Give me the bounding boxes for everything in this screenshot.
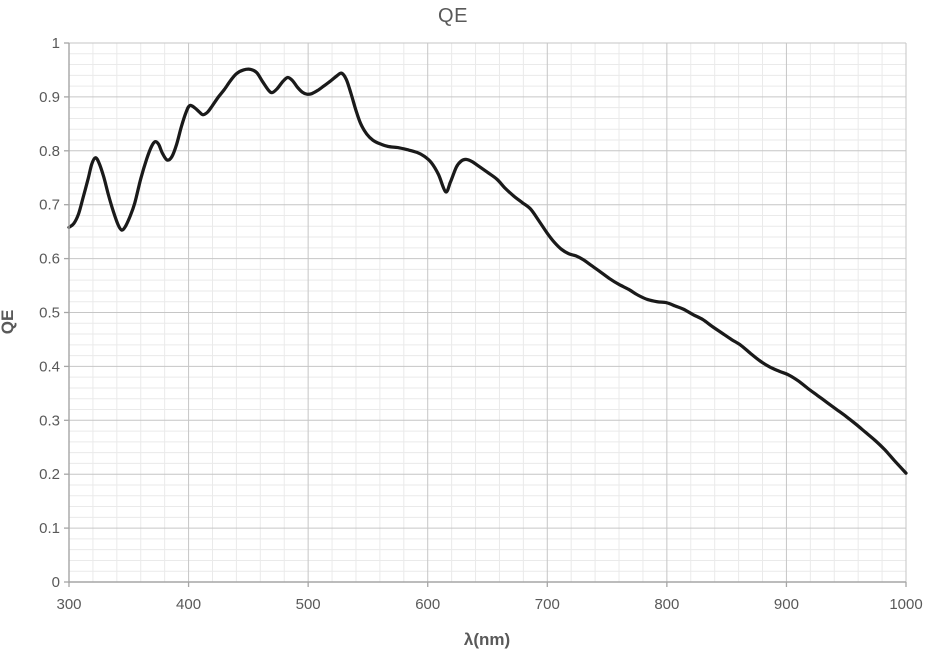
x-tick-label: 800 [654, 596, 679, 613]
x-tick-label: 300 [56, 596, 81, 613]
x-tick-label: 1000 [889, 596, 922, 613]
y-tick-label: 0.1 [39, 520, 60, 537]
y-tick-label: 1 [52, 35, 60, 52]
x-tick-label: 600 [415, 596, 440, 613]
x-tick-label: 900 [774, 596, 799, 613]
y-tick-label: 0.9 [39, 89, 60, 106]
y-tick-label: 0.3 [39, 412, 60, 429]
y-tick-label: 0.8 [39, 143, 60, 160]
y-tick-label: 0.7 [39, 197, 60, 214]
y-tick-label: 0.6 [39, 251, 60, 268]
x-tick-label: 400 [176, 596, 201, 613]
y-tick-label: 0.4 [39, 358, 60, 375]
y-tick-label: 0 [52, 574, 60, 591]
x-tick-label: 700 [535, 596, 560, 613]
qe-curve [67, 67, 908, 475]
chart-title: QE [438, 5, 468, 27]
x-tick-label: 500 [296, 596, 321, 613]
y-tick-label: 0.2 [39, 466, 60, 483]
y-axis-title: QE [0, 309, 17, 335]
x-axis-title: λ(nm) [463, 630, 511, 649]
y-tick-label: 0.5 [39, 305, 60, 322]
